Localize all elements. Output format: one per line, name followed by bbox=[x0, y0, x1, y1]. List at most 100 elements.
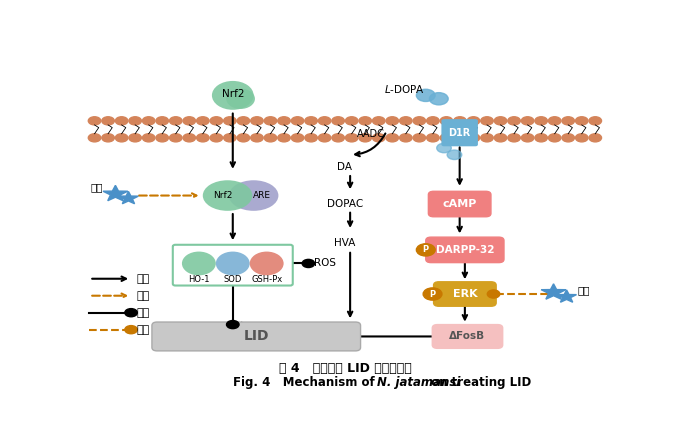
Text: AADC: AADC bbox=[357, 129, 385, 139]
Text: N. jatamansi: N. jatamansi bbox=[378, 377, 460, 389]
Circle shape bbox=[125, 309, 137, 317]
Circle shape bbox=[345, 117, 358, 125]
Circle shape bbox=[125, 325, 137, 334]
Circle shape bbox=[454, 117, 466, 125]
Circle shape bbox=[548, 117, 561, 125]
Circle shape bbox=[143, 117, 155, 125]
Polygon shape bbox=[541, 284, 566, 299]
Circle shape bbox=[454, 134, 466, 142]
Circle shape bbox=[522, 134, 534, 142]
Circle shape bbox=[467, 117, 480, 125]
Circle shape bbox=[237, 117, 250, 125]
Circle shape bbox=[423, 288, 442, 300]
Text: LID: LID bbox=[244, 329, 269, 344]
Circle shape bbox=[223, 134, 236, 142]
Circle shape bbox=[494, 134, 507, 142]
Circle shape bbox=[427, 134, 439, 142]
Circle shape bbox=[386, 117, 398, 125]
Circle shape bbox=[302, 259, 315, 268]
Ellipse shape bbox=[203, 180, 252, 211]
Circle shape bbox=[170, 134, 182, 142]
FancyBboxPatch shape bbox=[433, 282, 496, 306]
Circle shape bbox=[332, 117, 345, 125]
Text: 抑制: 抑制 bbox=[136, 325, 149, 335]
Circle shape bbox=[143, 134, 155, 142]
Ellipse shape bbox=[250, 251, 283, 275]
Polygon shape bbox=[118, 191, 139, 204]
Circle shape bbox=[429, 93, 448, 105]
Text: P: P bbox=[423, 245, 429, 254]
Circle shape bbox=[372, 134, 385, 142]
Circle shape bbox=[575, 117, 588, 125]
Circle shape bbox=[562, 134, 575, 142]
Circle shape bbox=[359, 134, 371, 142]
Circle shape bbox=[440, 117, 453, 125]
Text: Nrf2: Nrf2 bbox=[213, 191, 232, 200]
Circle shape bbox=[250, 117, 263, 125]
Text: 激活: 激活 bbox=[136, 291, 149, 301]
Text: Nrf2: Nrf2 bbox=[221, 89, 244, 99]
Text: cAMP: cAMP bbox=[442, 199, 477, 209]
Circle shape bbox=[210, 134, 223, 142]
Circle shape bbox=[589, 134, 602, 142]
Circle shape bbox=[575, 134, 588, 142]
Text: P: P bbox=[429, 289, 435, 299]
Text: ARE: ARE bbox=[252, 191, 271, 200]
Circle shape bbox=[400, 117, 412, 125]
Circle shape bbox=[413, 117, 425, 125]
Circle shape bbox=[156, 134, 168, 142]
Text: 激活: 激活 bbox=[136, 274, 149, 284]
Circle shape bbox=[156, 117, 168, 125]
Circle shape bbox=[400, 134, 412, 142]
Circle shape bbox=[210, 117, 223, 125]
Circle shape bbox=[227, 321, 239, 329]
Circle shape bbox=[359, 117, 371, 125]
Circle shape bbox=[481, 117, 493, 125]
Circle shape bbox=[417, 89, 435, 101]
Circle shape bbox=[129, 134, 141, 142]
Circle shape bbox=[440, 134, 453, 142]
Circle shape bbox=[291, 134, 304, 142]
Text: D1R: D1R bbox=[448, 128, 471, 138]
Circle shape bbox=[291, 117, 304, 125]
Text: SOD: SOD bbox=[223, 275, 242, 284]
Circle shape bbox=[535, 117, 547, 125]
Text: ΔFosB: ΔFosB bbox=[450, 332, 485, 341]
Circle shape bbox=[183, 117, 196, 125]
Circle shape bbox=[417, 244, 435, 256]
FancyBboxPatch shape bbox=[173, 245, 293, 285]
Circle shape bbox=[88, 134, 101, 142]
Circle shape bbox=[250, 134, 263, 142]
Text: Fig. 4   Mechanism of: Fig. 4 Mechanism of bbox=[233, 377, 379, 389]
Circle shape bbox=[437, 143, 452, 153]
Circle shape bbox=[278, 134, 290, 142]
Circle shape bbox=[548, 134, 561, 142]
Polygon shape bbox=[103, 185, 128, 201]
Circle shape bbox=[305, 134, 318, 142]
Circle shape bbox=[386, 134, 398, 142]
Circle shape bbox=[102, 117, 114, 125]
Circle shape bbox=[305, 117, 318, 125]
Text: 甘松: 甘松 bbox=[577, 286, 590, 295]
Circle shape bbox=[494, 117, 507, 125]
Polygon shape bbox=[557, 290, 577, 302]
FancyBboxPatch shape bbox=[428, 191, 491, 217]
Circle shape bbox=[508, 117, 520, 125]
FancyBboxPatch shape bbox=[441, 119, 478, 146]
Circle shape bbox=[264, 134, 277, 142]
Ellipse shape bbox=[229, 180, 279, 211]
Text: on treating LID: on treating LID bbox=[427, 377, 532, 389]
Text: ERK: ERK bbox=[452, 289, 477, 299]
Circle shape bbox=[447, 150, 462, 160]
Circle shape bbox=[318, 117, 331, 125]
FancyBboxPatch shape bbox=[432, 325, 503, 348]
Text: GSH-Px: GSH-Px bbox=[251, 275, 282, 284]
Circle shape bbox=[427, 117, 439, 125]
Circle shape bbox=[345, 134, 358, 142]
Ellipse shape bbox=[226, 89, 255, 109]
Circle shape bbox=[589, 117, 602, 125]
Circle shape bbox=[115, 134, 128, 142]
Circle shape bbox=[183, 134, 196, 142]
Ellipse shape bbox=[212, 81, 254, 110]
FancyBboxPatch shape bbox=[426, 237, 504, 262]
